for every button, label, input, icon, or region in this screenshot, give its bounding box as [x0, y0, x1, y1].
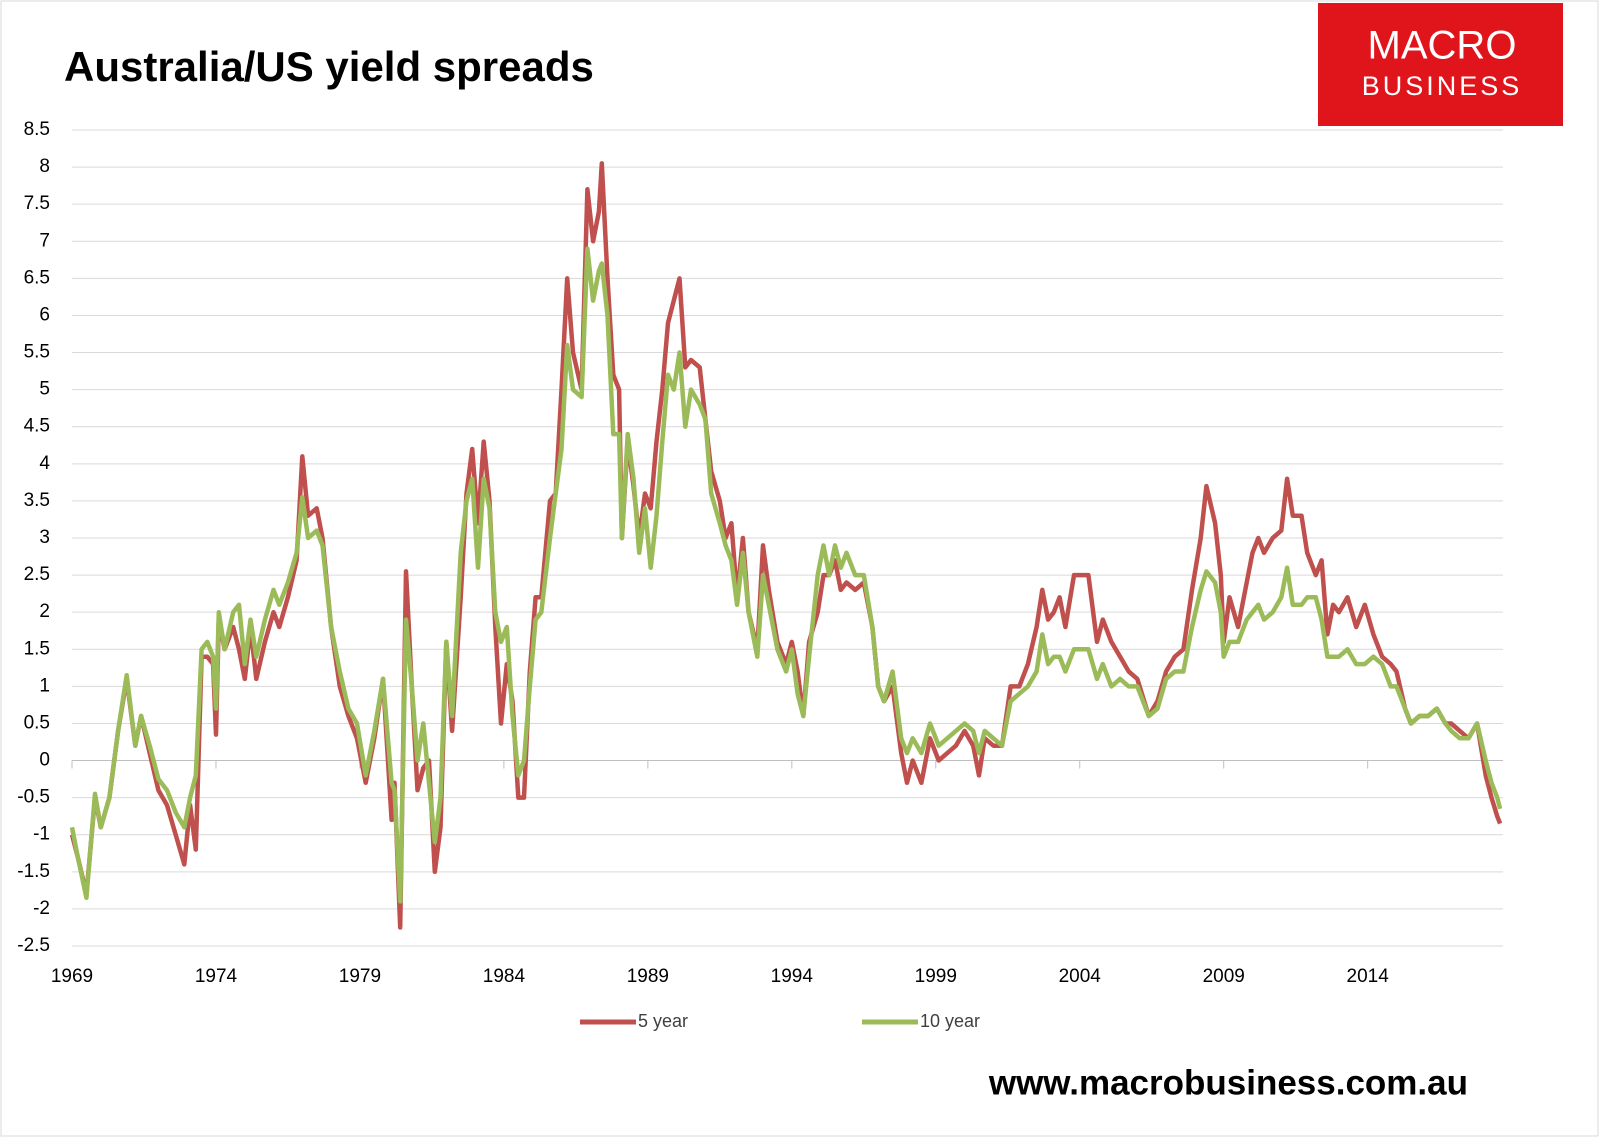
y-tick-label: 0.5	[24, 712, 50, 733]
y-tick-label: 4.5	[24, 416, 50, 437]
y-tick-label: 2	[39, 601, 50, 622]
legend-label: 10 year	[920, 1011, 980, 1031]
chart-title: Australia/US yield spreads	[64, 43, 594, 90]
logo: MACRO BUSINESS	[1318, 3, 1563, 126]
logo-background	[1318, 3, 1563, 126]
y-tick-label: 1.5	[24, 638, 50, 659]
y-tick-label: 6.5	[24, 267, 50, 288]
footer-url: www.macrobusiness.com.au	[988, 1063, 1468, 1102]
x-tick-label: 1999	[915, 966, 957, 987]
y-tick-label: 5.5	[24, 342, 50, 363]
x-tick-label: 1984	[483, 966, 526, 987]
y-tick-label: 6	[39, 304, 50, 325]
x-tick-label: 1979	[339, 966, 381, 987]
series-line	[69, 246, 1503, 904]
y-tick-label: 7.5	[24, 193, 50, 214]
logo-text: MACRO	[1368, 24, 1517, 68]
logo-text: BUSINESS	[1362, 71, 1523, 101]
x-tick-label: 2004	[1059, 966, 1102, 987]
x-tick-label: 1989	[627, 966, 669, 987]
y-tick-label: -1	[33, 824, 50, 845]
y-tick-label: -0.5	[17, 787, 50, 808]
y-tick-label: 0	[39, 750, 50, 771]
x-tick-label: 2014	[1347, 966, 1390, 987]
y-tick-label: 5	[39, 379, 50, 400]
y-tick-label: 7	[39, 230, 50, 251]
x-tick-label: 2009	[1203, 966, 1245, 987]
y-tick-label: 4	[39, 453, 50, 474]
legend-label: 5 year	[638, 1011, 688, 1031]
y-tick-label: 3.5	[24, 490, 50, 511]
y-tick-label: 3	[39, 527, 50, 548]
y-tick-label: 1	[39, 675, 50, 696]
x-tick-label: 1974	[195, 966, 238, 987]
y-tick-label: 2.5	[24, 564, 50, 585]
x-tick-label: 1969	[51, 966, 93, 987]
y-tick-label: -1.5	[17, 861, 50, 882]
x-tick-label: 1994	[771, 966, 814, 987]
y-tick-label: 8.5	[24, 119, 50, 140]
y-tick-label: -2.5	[17, 935, 50, 956]
y-tick-label: -2	[33, 898, 50, 919]
y-tick-label: 8	[39, 156, 50, 177]
